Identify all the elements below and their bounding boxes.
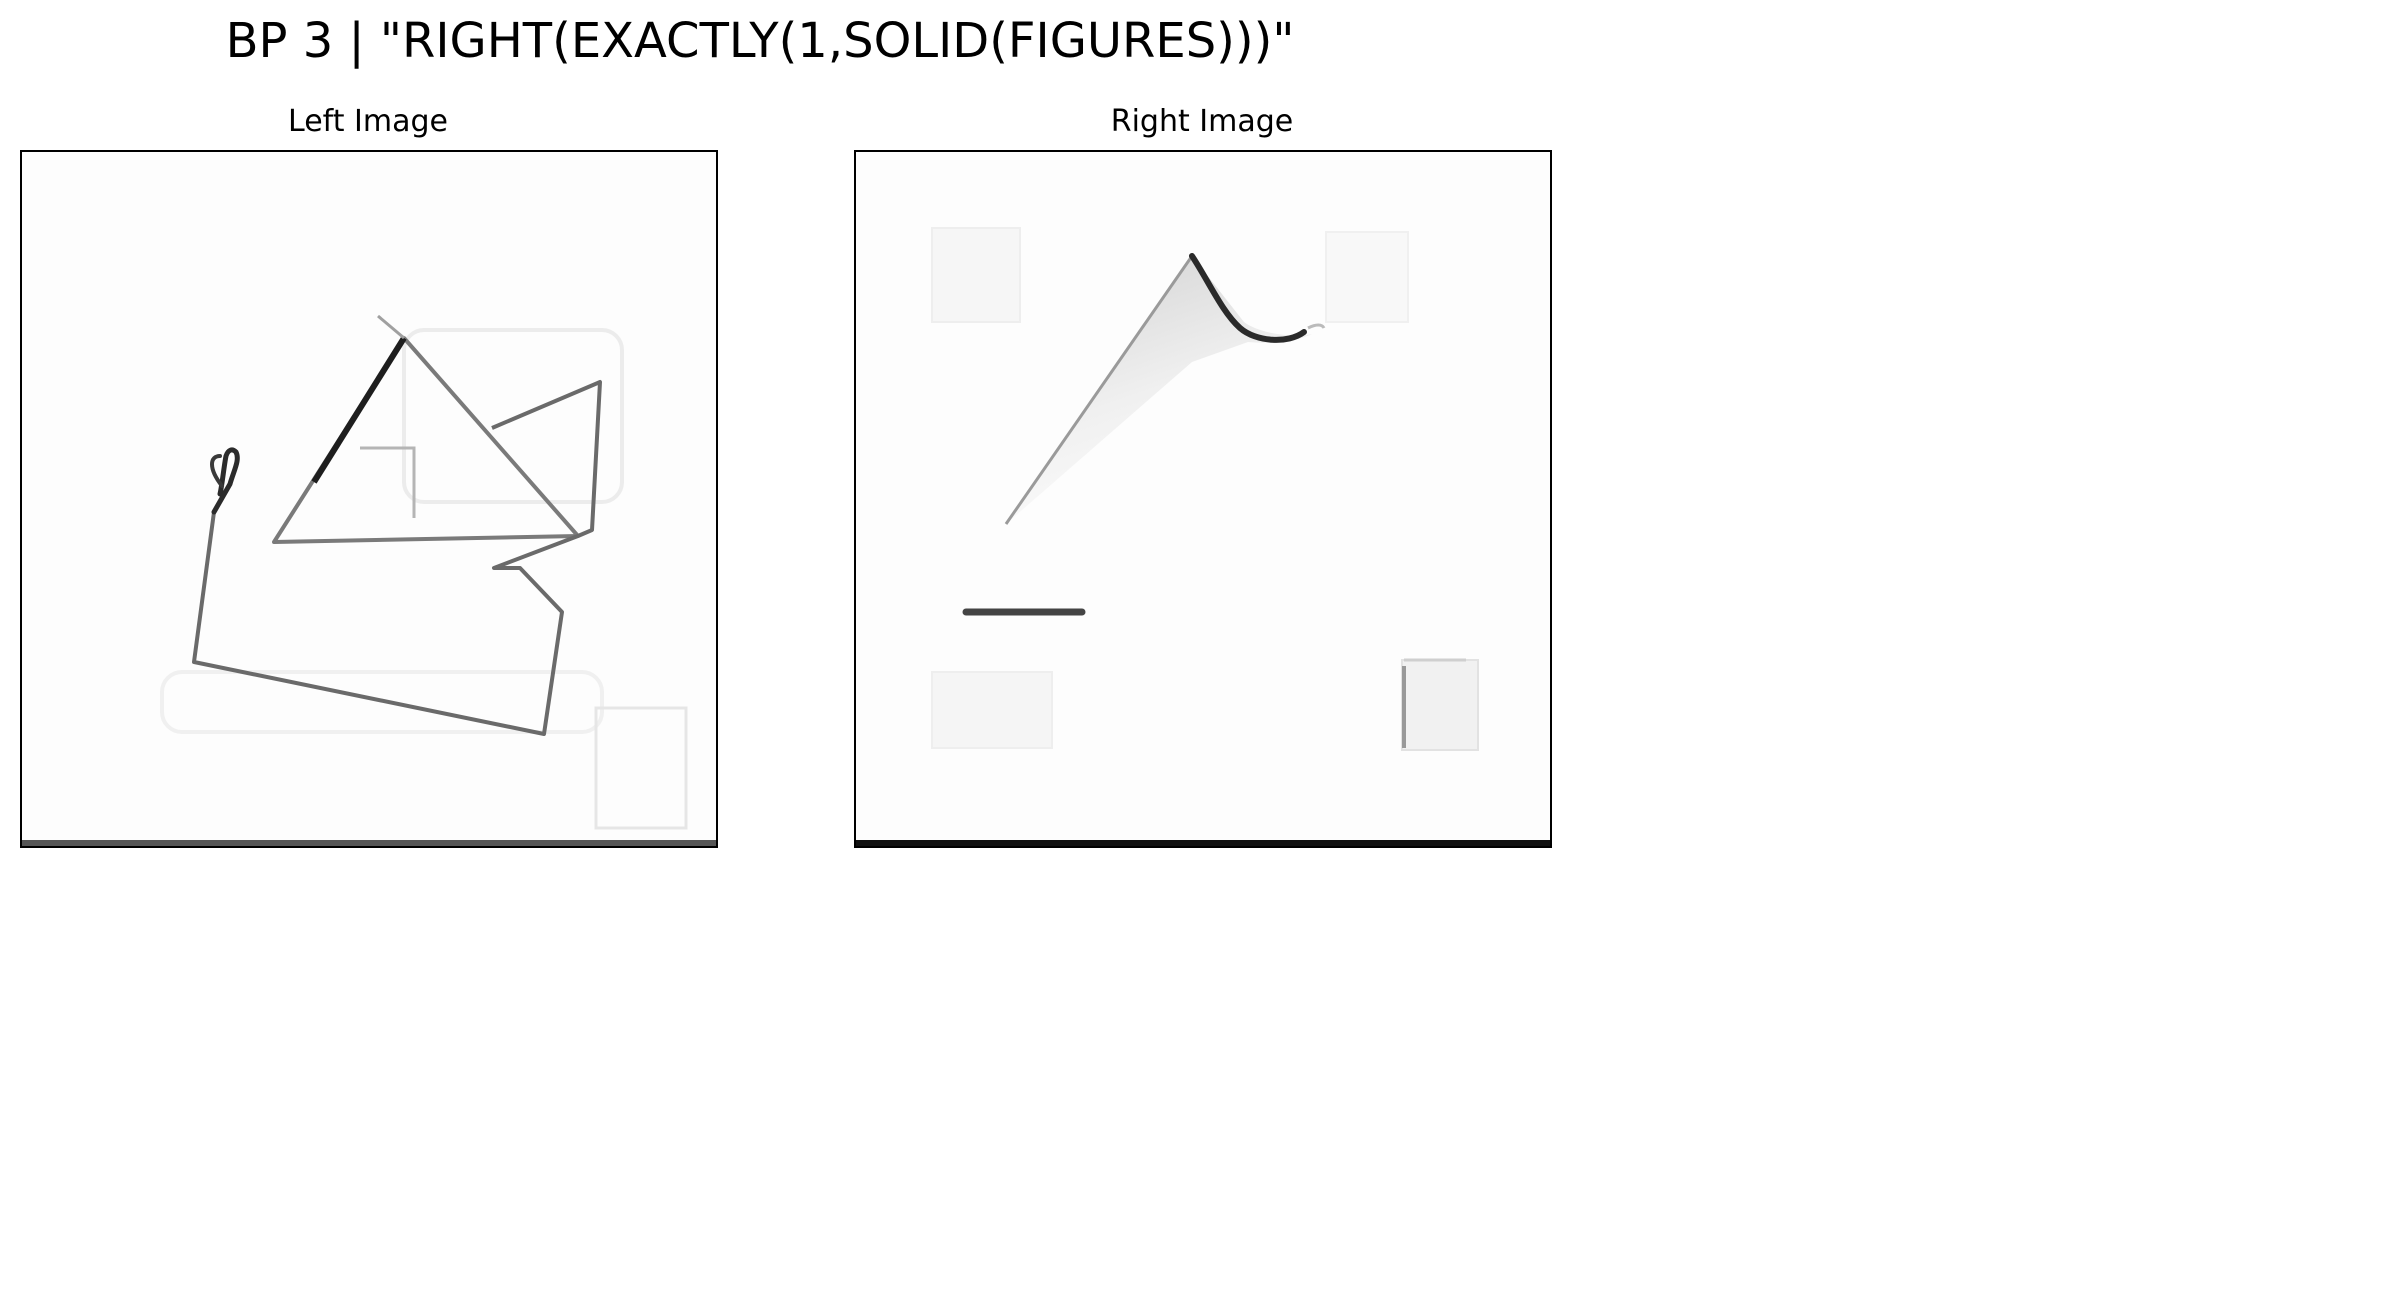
triangle-outline <box>272 336 580 544</box>
right-image-panel <box>854 150 1552 848</box>
faint-ghost-square <box>1325 231 1409 323</box>
solid-figure-edge <box>1004 255 1194 525</box>
irregular-polygon-outline <box>192 511 579 736</box>
solid-figure <box>1006 256 1312 524</box>
faint-ghost-shape <box>402 328 624 504</box>
faint-ghost-square <box>931 671 1053 749</box>
figure-title: BP 3 | "RIGHT(EXACTLY(1,SOLID(FIGURES)))… <box>225 13 1295 69</box>
quadrilateral-outline <box>491 380 602 538</box>
triangle-apex-stub <box>377 314 405 340</box>
faint-ghost-square <box>931 227 1021 323</box>
triangle-dark-edge <box>311 336 407 484</box>
hook-curve <box>211 447 240 515</box>
bottom-edge-shade <box>856 840 1550 846</box>
small-square <box>1401 659 1479 751</box>
solid-figure-dark-edge <box>1189 253 1307 343</box>
solid-figure-tip <box>1307 323 1326 330</box>
hook-curl <box>210 454 224 488</box>
bottom-edge-shade <box>22 840 716 846</box>
right-image-canvas <box>856 227 1550 846</box>
faint-ghost-shape <box>160 670 604 734</box>
left-image-canvas <box>22 314 716 846</box>
left-panel-title: Left Image <box>288 104 448 139</box>
small-square-outline <box>360 446 416 518</box>
left-image-panel <box>20 150 718 848</box>
right-panel-title: Right Image <box>1110 104 1294 139</box>
faint-square-outline <box>594 706 688 830</box>
